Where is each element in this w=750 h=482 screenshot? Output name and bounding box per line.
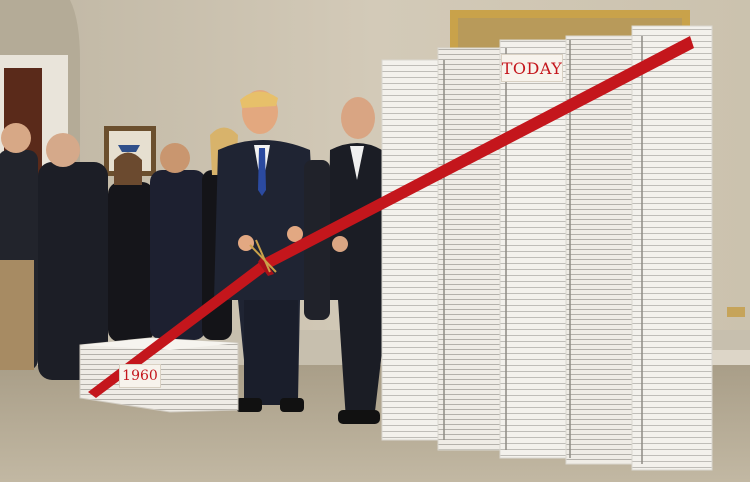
stack-col-5 (631, 25, 713, 471)
red-ribbon (88, 36, 694, 398)
stack-col-2 (437, 47, 507, 451)
year-1960-sign: 1960 (119, 364, 161, 388)
paper-stack-today (381, 25, 713, 471)
stack-col-3 (499, 39, 571, 459)
today-sign: TODAY (501, 54, 563, 82)
outlet (727, 307, 745, 317)
scissors (249, 239, 277, 273)
stack-col-1 (381, 59, 445, 441)
